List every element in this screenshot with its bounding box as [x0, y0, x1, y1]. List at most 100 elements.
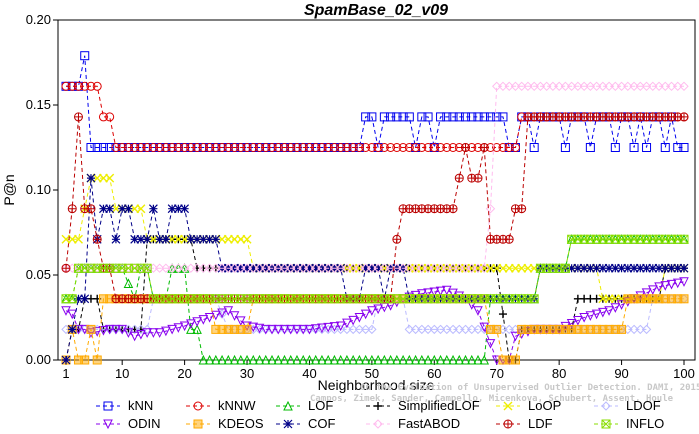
data-point: [298, 263, 308, 273]
data-point: [304, 354, 315, 365]
data-point: [192, 317, 202, 327]
data-point: [473, 173, 483, 183]
data-point: [473, 112, 483, 122]
data-point: [398, 112, 408, 122]
x-tick-label: 100: [673, 366, 695, 381]
data-point: [335, 263, 346, 273]
data-point: [398, 263, 408, 273]
data-point: [423, 288, 433, 298]
data-point: [98, 143, 108, 152]
data-point: [510, 143, 520, 152]
data-point: [273, 143, 283, 152]
data-point: [354, 313, 365, 323]
data-point: [385, 263, 396, 273]
data-point: [242, 263, 252, 273]
data-point: [566, 81, 577, 92]
data-point: [642, 263, 651, 273]
data-point: [498, 143, 508, 152]
data-point: [336, 143, 346, 152]
data-point: [254, 263, 265, 273]
data-point: [466, 354, 477, 365]
data-point: [404, 143, 414, 152]
data-point: [554, 81, 564, 92]
data-point: [473, 306, 483, 316]
legend-item-knnw: kNNW: [186, 398, 256, 413]
data-point: [223, 354, 234, 365]
data-point: [142, 143, 152, 152]
data-point: [479, 263, 489, 273]
data-point: [679, 263, 689, 273]
data-point: [105, 143, 115, 152]
data-point: [217, 143, 227, 152]
y-tick-label: 0.00: [26, 352, 51, 367]
data-point: [230, 143, 240, 152]
data-point: [504, 81, 514, 92]
data-point: [604, 306, 614, 316]
data-point: [667, 263, 676, 273]
data-point: [503, 401, 513, 411]
data-point: [317, 354, 327, 365]
data-point: [666, 279, 677, 290]
data-point: [283, 400, 293, 411]
series-odin: [61, 277, 689, 366]
series-layer: [61, 51, 689, 366]
axes: 1 10 20 30 40 50 60 70 80 90 100 0.00 0.05 0.10 0.15 0.…: [26, 12, 695, 381]
data-point: [461, 112, 471, 122]
data-point: [616, 81, 627, 92]
data-point: [167, 204, 177, 214]
data-point: [136, 234, 146, 244]
data-point: [666, 81, 677, 92]
data-point: [585, 263, 595, 273]
data-point: [286, 143, 296, 152]
data-point: [398, 354, 408, 365]
data-point: [660, 281, 671, 291]
x-tick-label: 10: [115, 366, 129, 381]
data-point: [67, 204, 77, 214]
data-point: [610, 263, 620, 273]
data-point: [442, 324, 452, 335]
x-tick-label: 30: [240, 366, 254, 381]
data-point: [329, 324, 340, 335]
data-point: [154, 263, 165, 273]
series-line: [66, 238, 684, 361]
data-point: [204, 263, 215, 273]
data-point: [435, 324, 446, 335]
data-point: [260, 354, 271, 365]
data-point: [348, 143, 358, 152]
data-point: [548, 81, 558, 92]
data-point: [117, 143, 127, 152]
data-point: [98, 112, 108, 122]
data-point: [267, 143, 277, 152]
legend-item-simplifiedlof: SimplifiedLOF: [366, 398, 480, 413]
chart-title: SpamBase_02_v09: [304, 2, 448, 19]
data-point: [186, 263, 196, 273]
data-point: [254, 354, 265, 365]
data-point: [436, 143, 446, 152]
data-point: [492, 143, 502, 152]
data-point: [186, 324, 196, 334]
data-point: [229, 354, 240, 365]
data-point: [435, 354, 446, 365]
data-point: [417, 324, 427, 335]
data-point: [617, 324, 627, 334]
data-point: [423, 324, 433, 335]
data-point: [454, 324, 464, 335]
data-point: [623, 81, 633, 92]
data-point: [179, 321, 190, 332]
data-point: [592, 263, 602, 273]
data-point: [304, 263, 315, 273]
data-point: [679, 112, 689, 122]
data-point: [229, 311, 240, 321]
data-point: [283, 419, 293, 429]
data-point: [361, 112, 371, 122]
data-point: [298, 263, 308, 273]
data-point: [448, 288, 458, 299]
data-point: [361, 143, 371, 152]
data-point: [498, 112, 508, 122]
data-point: [273, 324, 284, 335]
data-point: [92, 81, 102, 91]
data-point: [429, 143, 439, 152]
data-point: [654, 263, 664, 273]
data-point: [585, 143, 595, 152]
data-point: [373, 354, 383, 365]
